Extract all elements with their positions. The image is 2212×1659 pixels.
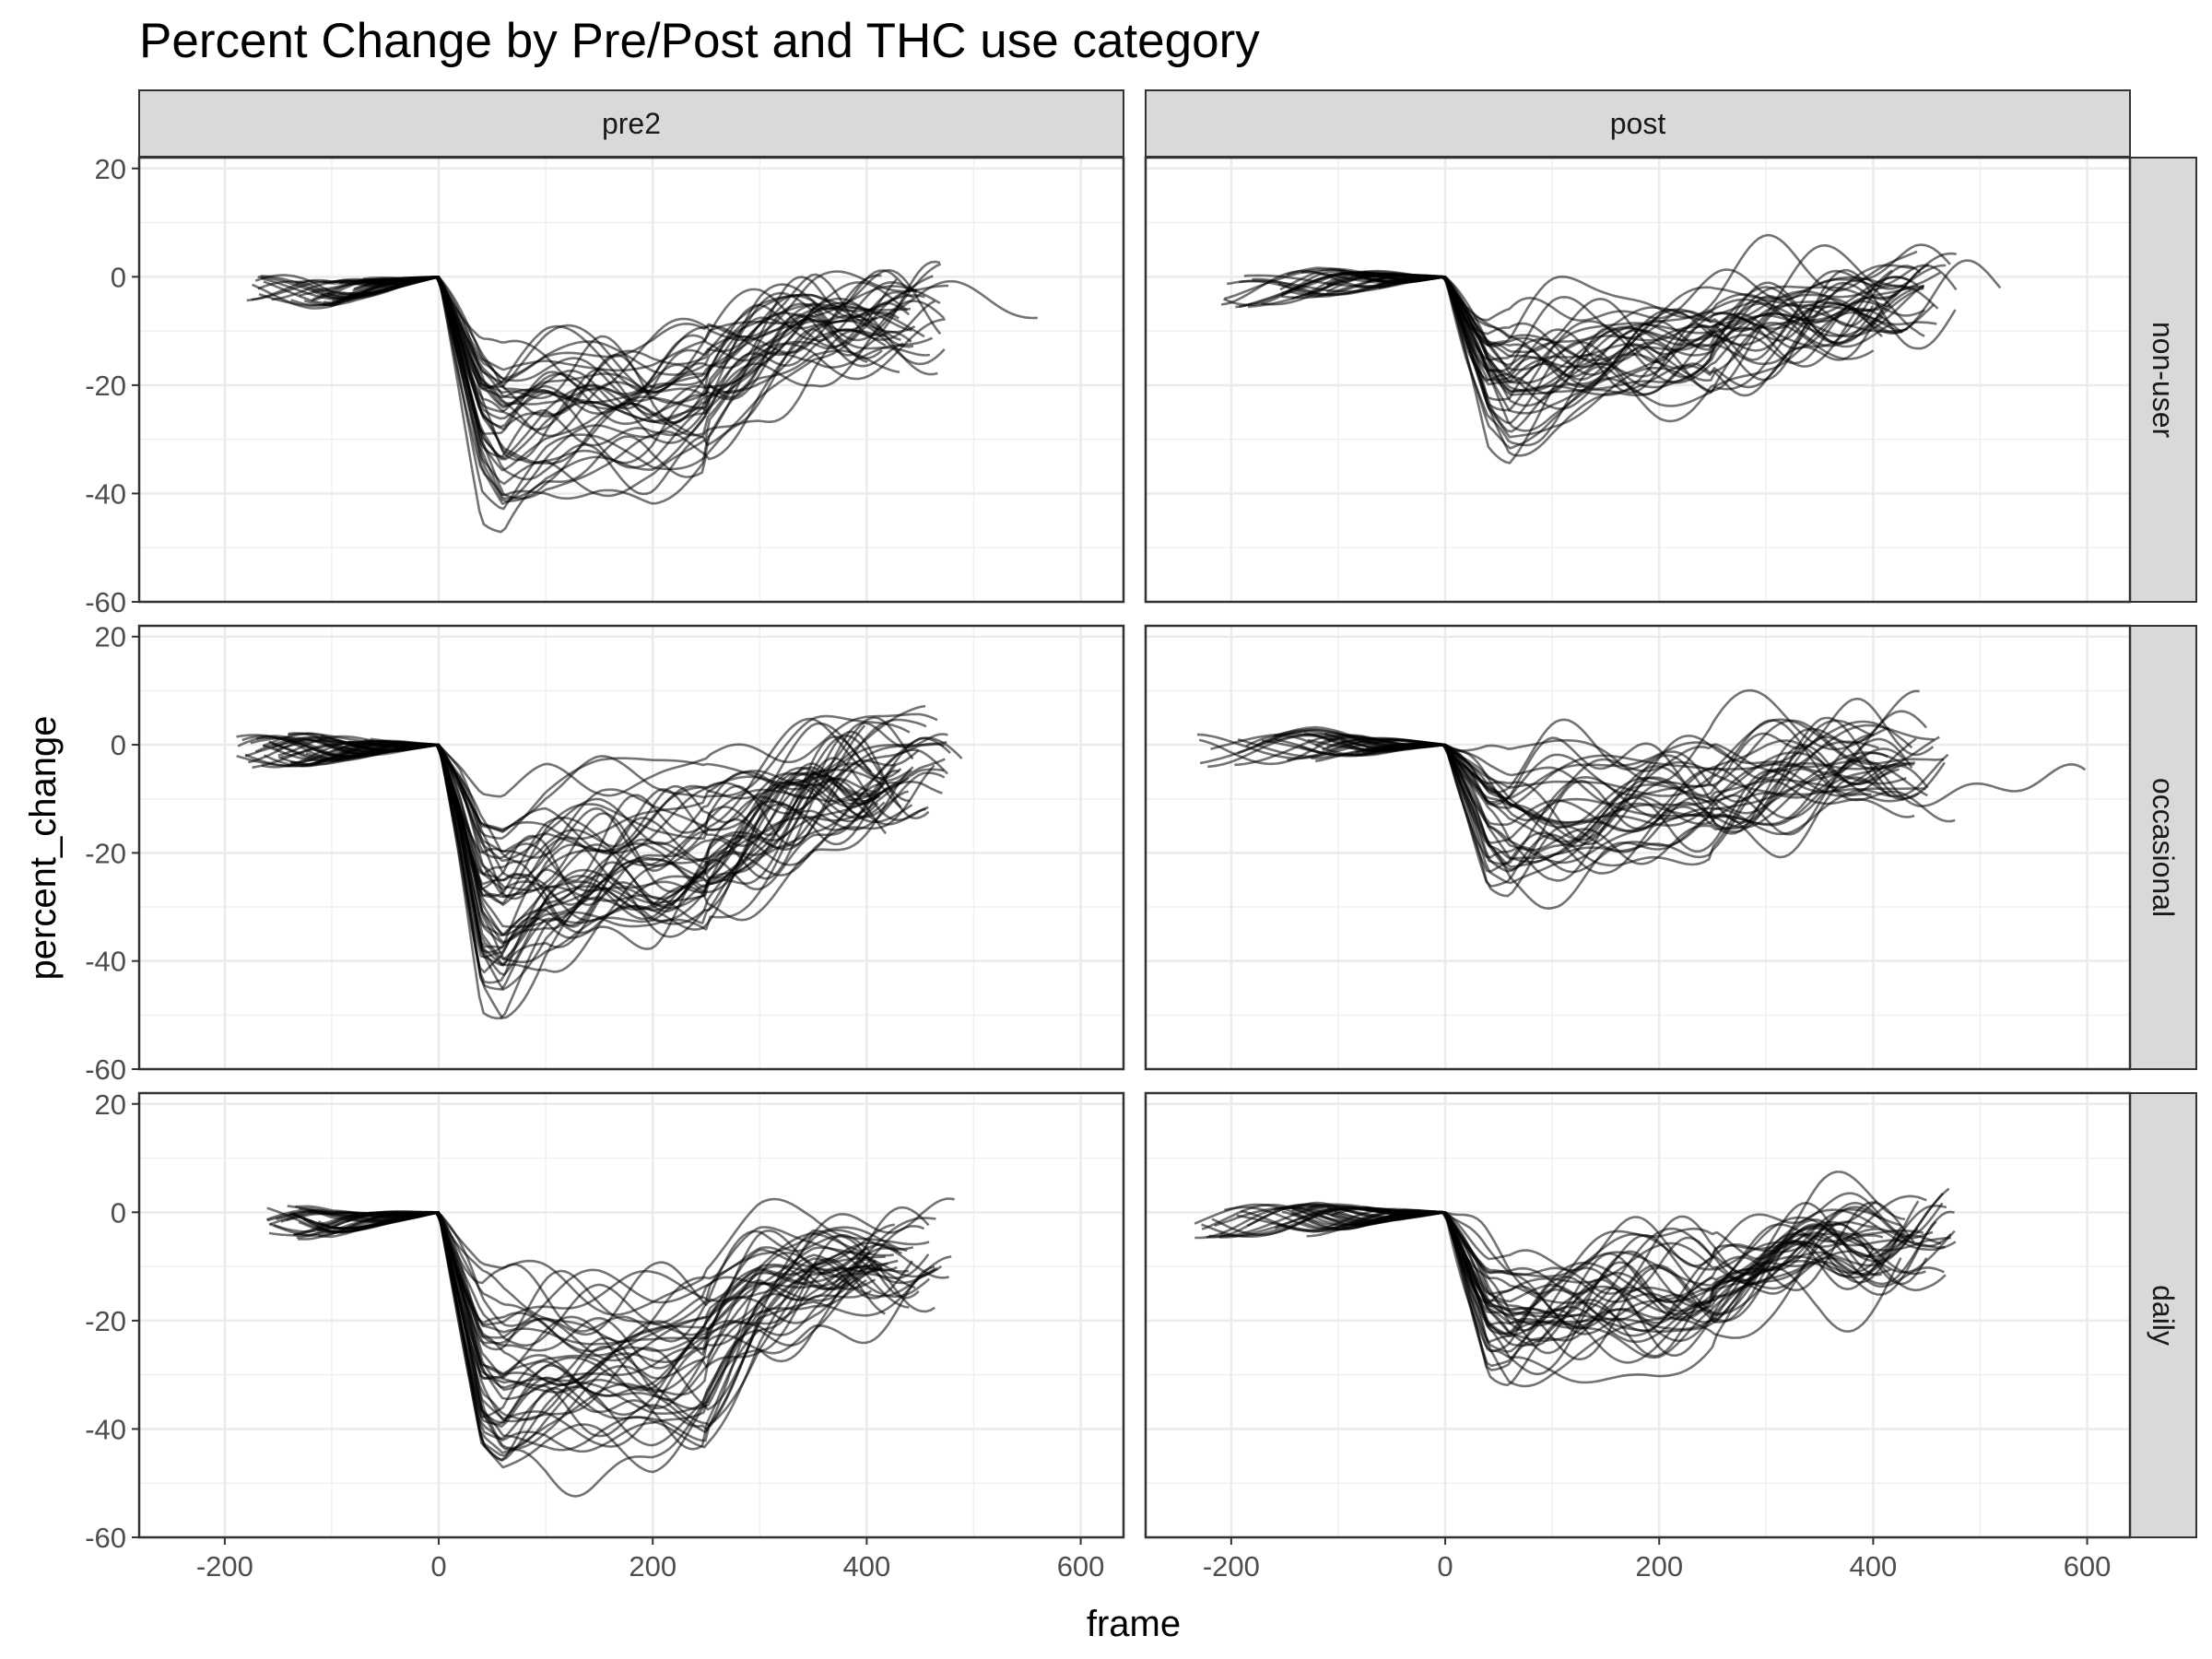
y-tick-label: 20 [95, 153, 126, 185]
series-line [371, 1210, 949, 1392]
strip-post [1145, 89, 2131, 158]
x-tick-label: -200 [1203, 1550, 1260, 1583]
strip-label-pre2: pre2 [602, 107, 661, 140]
series-group [246, 260, 1038, 534]
series-group [1194, 1171, 1957, 1388]
x-tick-label: 0 [430, 1550, 446, 1583]
series-line [355, 276, 878, 429]
series-group [1220, 233, 2002, 465]
series-line [256, 735, 912, 883]
x-tick-label: 200 [1635, 1550, 1683, 1583]
series-group [265, 1197, 955, 1498]
series-line [1222, 268, 1957, 396]
facet-grid: pre2 postnon-useroccasionaldaily200-20-40… [85, 89, 2197, 1583]
strip-occasional [2129, 625, 2197, 1070]
series-line [316, 1210, 931, 1441]
series-line [1208, 1205, 1908, 1353]
strip-label-non-user: non-user [2147, 322, 2180, 439]
series-line [1314, 742, 1928, 827]
panel-pre2-occasional: 20 0 -20 -40 -60 [85, 621, 1125, 1086]
series-line [1207, 734, 1889, 833]
series-group [236, 704, 963, 1020]
series-line [1243, 263, 1930, 402]
x-tick-label: 400 [1850, 1550, 1898, 1583]
series-line [1234, 734, 1929, 871]
series-line [320, 740, 946, 976]
series-line [1277, 1187, 1950, 1335]
x-tick-label: 200 [629, 1550, 677, 1583]
series-line [1241, 1208, 1957, 1318]
x-tick-label: 600 [1057, 1550, 1105, 1583]
series-line [1325, 272, 1900, 450]
chart-title: Percent Change by Pre/Post and THC use c… [139, 14, 1260, 68]
panel-pre2-non-user: 20 0 -20 -40 -60 [85, 153, 1125, 618]
series-line [258, 275, 901, 416]
series-line [353, 1211, 920, 1343]
series-line [1206, 1206, 1952, 1296]
panel-border [137, 1091, 1125, 1539]
y-tick-label: -20 [85, 370, 126, 402]
y-tick-label: -20 [85, 837, 126, 869]
y-tick-label: -60 [85, 1522, 126, 1554]
panel-border [137, 156, 1125, 604]
x-axis-title: frame [1087, 1604, 1181, 1644]
panel-border [137, 624, 1125, 1071]
y-tick-label: 0 [111, 1196, 126, 1229]
strip-non-user [2129, 157, 2197, 603]
series-line [1342, 1210, 1947, 1388]
strip-daily [2129, 1092, 2197, 1538]
y-tick-label: -20 [85, 1305, 126, 1337]
series-line [1326, 272, 1898, 433]
y-tick-label: 20 [95, 621, 126, 653]
y-tick-label: -40 [85, 946, 126, 978]
series-line [1236, 1211, 1926, 1337]
strip-label-post: post [1610, 107, 1666, 140]
panel-border [1144, 156, 2132, 604]
y-tick-label: -60 [85, 586, 126, 618]
y-tick-label: 20 [95, 1088, 126, 1121]
series-group [1196, 688, 2087, 911]
y-axis-title: percent_change [23, 716, 64, 981]
series-line [1363, 273, 1875, 465]
series-line [246, 276, 941, 372]
y-tick-label: -40 [85, 1413, 126, 1445]
y-tick-label: -60 [85, 1053, 126, 1086]
panel-post-daily: -200 0 200 400 600 [1144, 1091, 2132, 1583]
y-tick-label: -40 [85, 477, 126, 510]
series-line [262, 718, 927, 855]
series-line [1340, 738, 1872, 888]
series-line [1368, 274, 1925, 362]
strip-label-daily: daily [2147, 1285, 2180, 1346]
strip-label-occasional: occasional [2147, 778, 2180, 917]
series-line [1199, 733, 1907, 844]
strip-pre2 [138, 89, 1124, 158]
y-tick-label: 0 [111, 729, 126, 761]
x-tick-label: -200 [196, 1550, 253, 1583]
series-line [1237, 719, 1945, 804]
series-line [1366, 1207, 1937, 1358]
panel-border [1144, 1091, 2132, 1539]
series-line [1321, 724, 1935, 800]
panel-border [1144, 624, 2132, 1071]
x-tick-label: 400 [843, 1550, 891, 1583]
panel-post-occasional [1144, 624, 2132, 1071]
panel-post-non-user [1144, 156, 2132, 604]
x-tick-label: 0 [1437, 1550, 1453, 1583]
series-line [257, 276, 931, 438]
series-line [261, 740, 900, 974]
panel-pre2-daily: 200-20-40-60-200 0 200 400 600 [85, 1088, 1125, 1583]
y-tick-label: 0 [111, 261, 126, 293]
x-tick-label: 600 [2064, 1550, 2112, 1583]
series-line [1218, 1206, 1876, 1332]
series-line [1211, 1201, 1915, 1335]
